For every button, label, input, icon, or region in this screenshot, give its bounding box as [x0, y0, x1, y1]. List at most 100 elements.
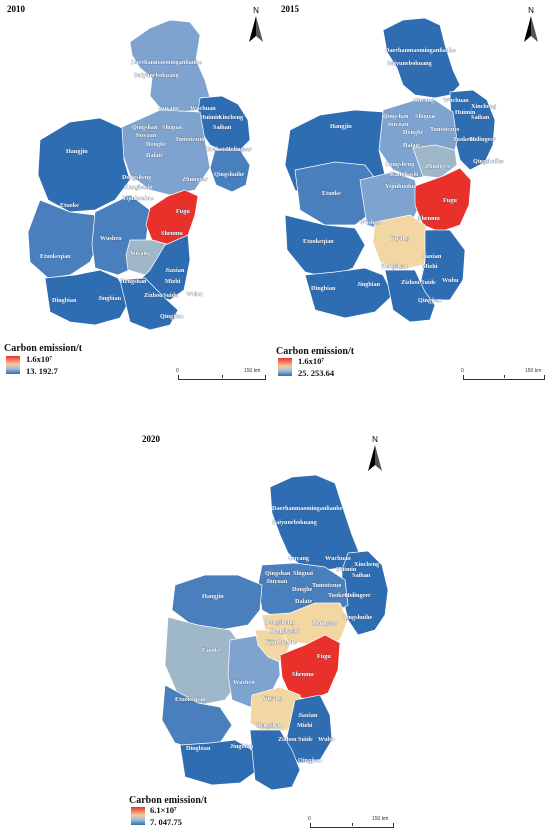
region-north-strip: [129, 19, 211, 113]
region-shenmu-fugu: [414, 167, 472, 233]
map-label: Qingshan: [383, 113, 409, 120]
map-label: Etuoke: [322, 190, 341, 197]
map-label: Qingshuihe: [214, 171, 245, 178]
region-zhungeer: [412, 144, 458, 179]
map-label: Wuchuan: [443, 97, 469, 104]
map-label: Saihan: [352, 572, 371, 579]
scale-bar: [178, 375, 266, 380]
map-label: Tumotezuo: [312, 582, 341, 589]
map-label: Qingshan: [132, 124, 158, 131]
map-label: Daerhanmaominganlianhe: [272, 505, 343, 512]
map-label: Shenmu: [418, 215, 440, 222]
map-label: Wushen: [100, 235, 122, 242]
legend-max: 1.6x10⁷: [26, 354, 52, 364]
scale-bar: [463, 375, 545, 380]
map-label: Huimin: [336, 566, 357, 573]
map-label: Mizhi: [422, 263, 438, 270]
map-label: Jiaxian: [422, 253, 442, 260]
north-arrow-icon: N: [520, 6, 542, 42]
map-label: Dongsheng: [385, 161, 415, 168]
map-label: Jiuyuan: [135, 132, 157, 139]
region-map: Daerhanmaominganlianhe Baiyunebokuang Gu…: [27, 19, 252, 331]
map-label: Hangjin: [66, 148, 88, 155]
map-label: Etuokeqian: [175, 696, 206, 703]
map-label: Hangjin: [330, 123, 352, 130]
map-label: Dalate: [295, 598, 312, 605]
map-label: Suide: [421, 279, 436, 286]
legend-color-ramp: [6, 356, 20, 374]
map-label: Zizhou: [401, 279, 420, 286]
region-southeast: [419, 229, 466, 301]
region-south-bottom2: [119, 277, 179, 331]
map-label: Qingshuihe: [473, 158, 504, 165]
region-west: [37, 117, 131, 213]
map-label: Etuoke: [202, 647, 221, 654]
region-south-bottom2: [384, 269, 436, 323]
map-label: Wushen: [359, 219, 381, 226]
region-east-blue2: [209, 149, 251, 193]
map-label: Zhungeer: [425, 163, 451, 170]
map-label: Fugu: [443, 197, 457, 204]
region-south-bottom: [304, 267, 394, 319]
map-label: Jingbian: [230, 743, 254, 750]
scale-zero: 0: [461, 368, 464, 374]
scale-zero: 0: [176, 368, 179, 374]
map-label: Yuyang: [262, 695, 283, 702]
map-label: Daerhanmaominganlianhe: [385, 47, 456, 54]
map-label: Wuchuan: [190, 105, 216, 112]
region-southwest: [27, 199, 101, 279]
map-label: Zhungeer: [312, 620, 338, 627]
map-label: Jingbian: [357, 281, 381, 288]
map-label: Kangbashi: [124, 184, 153, 191]
legend-min: 25. 253.64: [298, 368, 335, 378]
north-arrow-icon: N: [364, 435, 386, 471]
map-year: 2010: [7, 4, 25, 14]
region-map: Daerhanmaominganlianhe Baiyunebokuang Gu…: [161, 474, 389, 791]
map-label: Jiaxian: [165, 267, 185, 274]
map-label: Dingbian: [52, 297, 77, 304]
map-label: Dalate: [403, 142, 420, 149]
map-label: Dongsheng: [122, 174, 152, 181]
map-label: Qingjian: [418, 297, 442, 304]
map-label: Guyang: [158, 105, 180, 112]
map-label: Xincheng: [471, 103, 497, 110]
map-label: Zizhou: [144, 292, 163, 299]
legend-color-ramp: [131, 807, 145, 825]
north-label: N: [253, 6, 259, 15]
region-south-bottom: [44, 269, 131, 326]
map-label: Shenmu: [292, 671, 314, 678]
map-label: Qingjian: [160, 313, 184, 320]
map-label: Zhungeer: [182, 176, 208, 183]
map-label: Qingshan: [265, 570, 291, 577]
map-label: Kangbashi: [270, 628, 299, 635]
legend-title: Carbon emission/t: [4, 343, 83, 354]
map-label: Qingshuihe: [342, 614, 373, 621]
map-label: Mizhi: [165, 278, 181, 285]
map-label: Donghe: [403, 129, 424, 136]
map-label: Helingeer: [470, 136, 496, 143]
scale-zero: 0: [308, 816, 311, 822]
map-label: Kangbashi: [390, 171, 419, 178]
region-labels: Daerhanmaominganlianhe Baiyunebokuang Gu…: [175, 505, 380, 764]
legend-title: Carbon emission/t: [129, 795, 208, 806]
north-label: N: [372, 435, 378, 444]
map-year: 2020: [142, 434, 160, 444]
north-arrow-shape: [249, 16, 263, 42]
map-label: Etuokeqian: [303, 238, 334, 245]
scale-bar: [310, 823, 394, 828]
map-label: Suide: [298, 736, 313, 743]
map-label: Yuyang: [130, 250, 151, 257]
map-label: Donghe: [146, 141, 167, 148]
map-label: Qingjian: [298, 757, 322, 764]
region-middle-light: [119, 109, 211, 196]
legend-max: 1.6x10⁷: [298, 356, 324, 366]
region-southwest: [284, 214, 366, 279]
map-label: Dingbian: [311, 285, 336, 292]
map-label: Wubu: [186, 291, 203, 298]
region-map: Daerhanmaominganlianhe Baiyunebokuang Gu…: [284, 17, 504, 323]
map-panel-2010: 2010 N Daerhanmaomingan: [0, 0, 275, 400]
north-arrow-shape: [368, 445, 382, 471]
map-label: Tuoketuo: [328, 592, 353, 599]
map-label: Daerhanmaominganlianhe: [131, 59, 202, 66]
map-label: Tumotezuo: [430, 126, 459, 133]
